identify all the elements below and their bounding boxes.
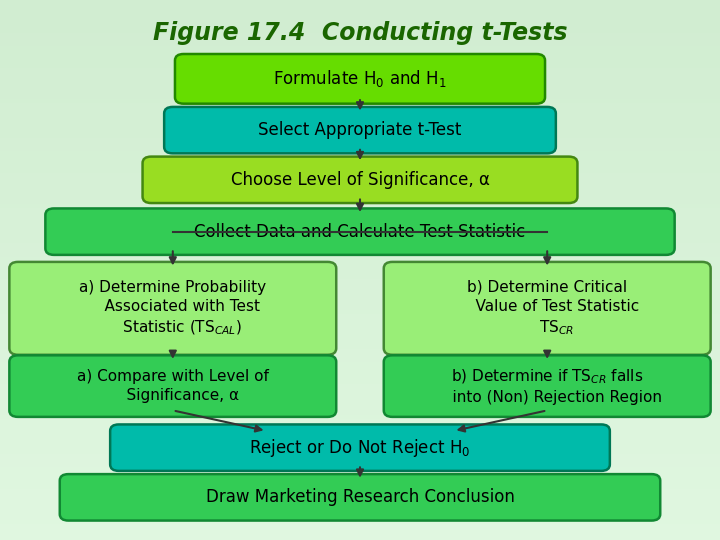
FancyBboxPatch shape	[60, 474, 660, 521]
FancyBboxPatch shape	[143, 157, 577, 203]
FancyBboxPatch shape	[175, 54, 545, 104]
Text: Collect Data and Calculate Test Statistic: Collect Data and Calculate Test Statisti…	[194, 222, 526, 241]
Text: b) Determine if TS$_{CR}$ falls
    into (Non) Rejection Region: b) Determine if TS$_{CR}$ falls into (No…	[433, 367, 662, 405]
Text: a) Determine Probability
    Associated with Test
    Statistic (TS$_{CAL}$): a) Determine Probability Associated with…	[79, 280, 266, 337]
Text: Draw Marketing Research Conclusion: Draw Marketing Research Conclusion	[206, 488, 514, 507]
Text: a) Compare with Level of
    Significance, α: a) Compare with Level of Significance, α	[77, 369, 269, 403]
FancyBboxPatch shape	[384, 262, 711, 355]
FancyBboxPatch shape	[384, 355, 711, 417]
FancyBboxPatch shape	[9, 355, 336, 417]
Text: Figure 17.4  Conducting t-Tests: Figure 17.4 Conducting t-Tests	[153, 22, 567, 45]
Text: Choose Level of Significance, α: Choose Level of Significance, α	[230, 171, 490, 189]
Text: b) Determine Critical
    Value of Test Statistic
    TS$_{CR}$: b) Determine Critical Value of Test Stat…	[456, 279, 639, 338]
Text: Select Appropriate t-Test: Select Appropriate t-Test	[258, 121, 462, 139]
Text: Reject or Do Not Reject H$_0$: Reject or Do Not Reject H$_0$	[249, 437, 471, 458]
FancyBboxPatch shape	[9, 262, 336, 355]
FancyBboxPatch shape	[45, 208, 675, 255]
FancyBboxPatch shape	[110, 424, 610, 471]
FancyBboxPatch shape	[164, 107, 556, 153]
Text: Formulate H$_0$ and H$_1$: Formulate H$_0$ and H$_1$	[273, 69, 447, 89]
